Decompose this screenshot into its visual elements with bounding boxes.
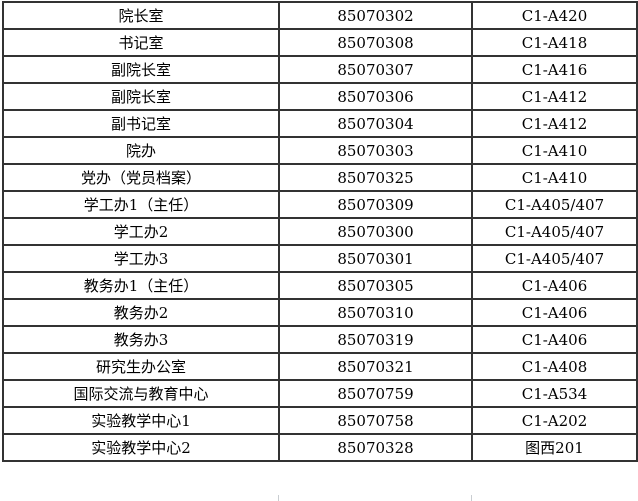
table-cell-office: 副院长室 bbox=[2, 55, 280, 84]
table-cell-phone: 85070302 bbox=[278, 1, 473, 30]
table-cell-phone: 85070319 bbox=[278, 325, 473, 354]
table-cell-office: 研究生办公室 bbox=[2, 352, 280, 381]
table-cell-office: 学工办1（主任） bbox=[2, 190, 280, 219]
table-cell-office: 教务办2 bbox=[2, 298, 280, 327]
table-cell-phone: 85070308 bbox=[278, 28, 473, 57]
table-cell-room: 图西201 bbox=[471, 433, 638, 462]
table-cell-office: 学工办2 bbox=[2, 217, 280, 246]
table-cell-room: C1-A406 bbox=[471, 325, 638, 354]
phone-directory: 院长室 85070302 C1-A420 书记室 85070308 C1-A418 副院长室… bbox=[2, 1, 638, 462]
table-cell-room: C1-A410 bbox=[471, 136, 638, 165]
table-row: 院长室 85070302 C1-A420 bbox=[2, 1, 638, 30]
table-cell-phone: 85070321 bbox=[278, 352, 473, 381]
table-cell-phone: 85070758 bbox=[278, 406, 473, 435]
table-row: 教务办3 85070319 C1-A406 bbox=[2, 325, 638, 354]
table-cell-room: C1-A406 bbox=[471, 298, 638, 327]
table-row: 副院长室 85070307 C1-A416 bbox=[2, 55, 638, 84]
table-cell-phone: 85070307 bbox=[278, 55, 473, 84]
table-cell-room: C1-A412 bbox=[471, 82, 638, 111]
table-cell-room: C1-A405/407 bbox=[471, 244, 638, 273]
table-cell-phone: 85070303 bbox=[278, 136, 473, 165]
table-cell-room: C1-A202 bbox=[471, 406, 638, 435]
gridline-stub bbox=[278, 495, 279, 501]
table-row: 学工办1（主任） 85070309 C1-A405/407 bbox=[2, 190, 638, 219]
table-cell-office: 党办（党员档案） bbox=[2, 163, 280, 192]
table-cell-room: C1-A418 bbox=[471, 28, 638, 57]
table-cell-office: 教务办3 bbox=[2, 325, 280, 354]
table-cell-room: C1-A405/407 bbox=[471, 217, 638, 246]
table-cell-phone: 85070304 bbox=[278, 109, 473, 138]
table-cell-phone: 85070300 bbox=[278, 217, 473, 246]
table-cell-office: 书记室 bbox=[2, 28, 280, 57]
table-row: 副院长室 85070306 C1-A412 bbox=[2, 82, 638, 111]
table-cell-room: C1-A410 bbox=[471, 163, 638, 192]
table-cell-room: C1-A416 bbox=[471, 55, 638, 84]
table-cell-phone: 85070301 bbox=[278, 244, 473, 273]
table-row: 学工办3 85070301 C1-A405/407 bbox=[2, 244, 638, 273]
table-cell-phone: 85070305 bbox=[278, 271, 473, 300]
table-row: 党办（党员档案） 85070325 C1-A410 bbox=[2, 163, 638, 192]
table-cell-office: 副院长室 bbox=[2, 82, 280, 111]
table-cell-room: C1-A420 bbox=[471, 1, 638, 30]
table-body: 院长室 85070302 C1-A420 书记室 85070308 C1-A418 副院长室… bbox=[2, 1, 638, 462]
table-cell-office: 院长室 bbox=[2, 1, 280, 30]
table-cell-phone: 85070306 bbox=[278, 82, 473, 111]
table-row: 教务办2 85070310 C1-A406 bbox=[2, 298, 638, 327]
table-cell-office: 国际交流与教育中心 bbox=[2, 379, 280, 408]
table-row: 教务办1（主任） 85070305 C1-A406 bbox=[2, 271, 638, 300]
table-row: 实验教学中心1 85070758 C1-A202 bbox=[2, 406, 638, 435]
table-row: 书记室 85070308 C1-A418 bbox=[2, 28, 638, 57]
table-cell-phone: 85070759 bbox=[278, 379, 473, 408]
table-cell-room: C1-A405/407 bbox=[471, 190, 638, 219]
table-row: 学工办2 85070300 C1-A405/407 bbox=[2, 217, 638, 246]
table-cell-office: 教务办1（主任） bbox=[2, 271, 280, 300]
table-row: 实验教学中心2 85070328 图西201 bbox=[2, 433, 638, 462]
table-cell-office: 副书记室 bbox=[2, 109, 280, 138]
table-row: 国际交流与教育中心 85070759 C1-A534 bbox=[2, 379, 638, 408]
table-cell-phone: 85070309 bbox=[278, 190, 473, 219]
table-cell-office: 院办 bbox=[2, 136, 280, 165]
gridline-stub bbox=[471, 495, 472, 501]
table-cell-office: 实验教学中心1 bbox=[2, 406, 280, 435]
table-cell-office: 实验教学中心2 bbox=[2, 433, 280, 462]
phone-directory-table: 院长室 85070302 C1-A420 书记室 85070308 C1-A418 副院长室… bbox=[2, 1, 638, 462]
table-row: 院办 85070303 C1-A410 bbox=[2, 136, 638, 165]
table-cell-phone: 85070328 bbox=[278, 433, 473, 462]
table-cell-room: C1-A412 bbox=[471, 109, 638, 138]
table-cell-room: C1-A406 bbox=[471, 271, 638, 300]
table-cell-room: C1-A534 bbox=[471, 379, 638, 408]
table-cell-office: 学工办3 bbox=[2, 244, 280, 273]
table-row: 研究生办公室 85070321 C1-A408 bbox=[2, 352, 638, 381]
table-row: 副书记室 85070304 C1-A412 bbox=[2, 109, 638, 138]
table-cell-room: C1-A408 bbox=[471, 352, 638, 381]
table-cell-phone: 85070325 bbox=[278, 163, 473, 192]
table-cell-phone: 85070310 bbox=[278, 298, 473, 327]
